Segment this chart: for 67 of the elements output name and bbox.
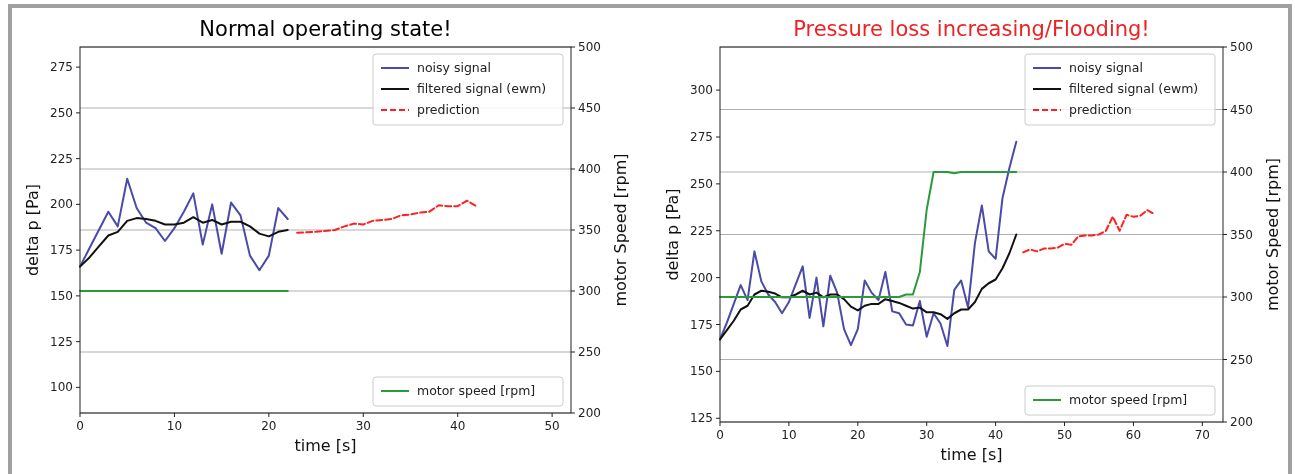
- line-series: [1022, 209, 1156, 254]
- y2-tick-label: 250: [578, 345, 601, 359]
- y2-axis-title: motor Speed [rpm]: [1263, 157, 1282, 312]
- legend-label: noisy signal: [417, 60, 491, 75]
- y-tick-label: 200: [50, 197, 73, 212]
- y-axis-title: delta p [Pa]: [663, 188, 682, 281]
- line-series: [719, 233, 1018, 341]
- y2-tick-label: 300: [1230, 290, 1253, 304]
- y2-tick-label: 450: [578, 101, 601, 115]
- line-series: [719, 140, 1018, 348]
- legend-label: filtered signal (ewm): [1069, 81, 1199, 96]
- y2-tick-label: 400: [578, 162, 601, 176]
- legend-label: noisy signal: [1069, 60, 1143, 75]
- line-series: [79, 177, 289, 272]
- x-tick-label: 10: [781, 428, 797, 442]
- y2-tick-label: 300: [578, 284, 601, 298]
- legend-label: filtered signal (ewm): [417, 81, 547, 96]
- y-tick-label: 275: [50, 60, 73, 75]
- chart-title: Normal operating state!: [199, 17, 452, 41]
- y-tick-label: 300: [690, 83, 713, 98]
- y-tick-label: 125: [690, 411, 713, 426]
- x-tick-label: 40: [450, 419, 466, 433]
- y-tick-label: 125: [50, 334, 73, 349]
- y2-tick-label: 200: [578, 406, 601, 420]
- y2-tick-label: 350: [578, 223, 601, 237]
- y-tick-label: 200: [690, 270, 713, 285]
- y2-tick-label: 500: [1230, 40, 1253, 54]
- line-series: [296, 199, 478, 234]
- line-series: [719, 171, 1018, 298]
- legend-label: motor speed [rpm]: [417, 383, 536, 398]
- y-tick-label: 275: [690, 130, 713, 144]
- line-series: [79, 216, 289, 268]
- x-tick-label: 0: [76, 419, 84, 433]
- legend-label: prediction: [1069, 102, 1132, 117]
- x-axis-title: time [s]: [294, 436, 357, 455]
- chart-title: Pressure loss increasing/Flooding!: [793, 17, 1150, 41]
- y2-tick-label: 450: [1230, 102, 1253, 117]
- y2-tick-label: 350: [1230, 227, 1253, 242]
- y-tick-label: 225: [50, 151, 73, 166]
- x-tick-label: 70: [1194, 428, 1210, 442]
- x-tick-label: 10: [166, 419, 183, 433]
- x-axis-title: time [s]: [940, 445, 1003, 464]
- x-tick-label: 50: [1056, 428, 1073, 442]
- x-tick-label: 30: [919, 428, 935, 442]
- y-tick-label: 175: [50, 243, 73, 258]
- y2-axis-title: motor Speed [rpm]: [611, 153, 630, 307]
- y2-tick-label: 400: [1230, 165, 1253, 179]
- x-tick-label: 0: [716, 428, 724, 442]
- legend-label: motor speed [rpm]: [1069, 392, 1188, 407]
- y-tick-label: 225: [690, 223, 713, 238]
- y-tick-label: 150: [690, 364, 713, 379]
- x-tick-label: 60: [1125, 428, 1142, 442]
- y-tick-label: 250: [50, 105, 73, 120]
- x-tick-label: 20: [850, 428, 866, 442]
- x-tick-label: 40: [987, 428, 1004, 442]
- y2-tick-label: 500: [578, 40, 601, 54]
- x-tick-label: 30: [355, 419, 371, 433]
- y-tick-label: 175: [690, 317, 713, 332]
- y2-tick-label: 250: [1230, 352, 1253, 367]
- y-axis-title: delta p [Pa]: [23, 183, 42, 277]
- y-tick-label: 250: [690, 176, 713, 191]
- y-tick-label: 150: [50, 288, 73, 303]
- x-tick-label: 20: [261, 419, 277, 433]
- y-tick-label: 100: [50, 380, 73, 395]
- y2-tick-label: 200: [1230, 415, 1253, 429]
- x-tick-label: 50: [544, 419, 560, 433]
- legend-label: prediction: [417, 102, 480, 117]
